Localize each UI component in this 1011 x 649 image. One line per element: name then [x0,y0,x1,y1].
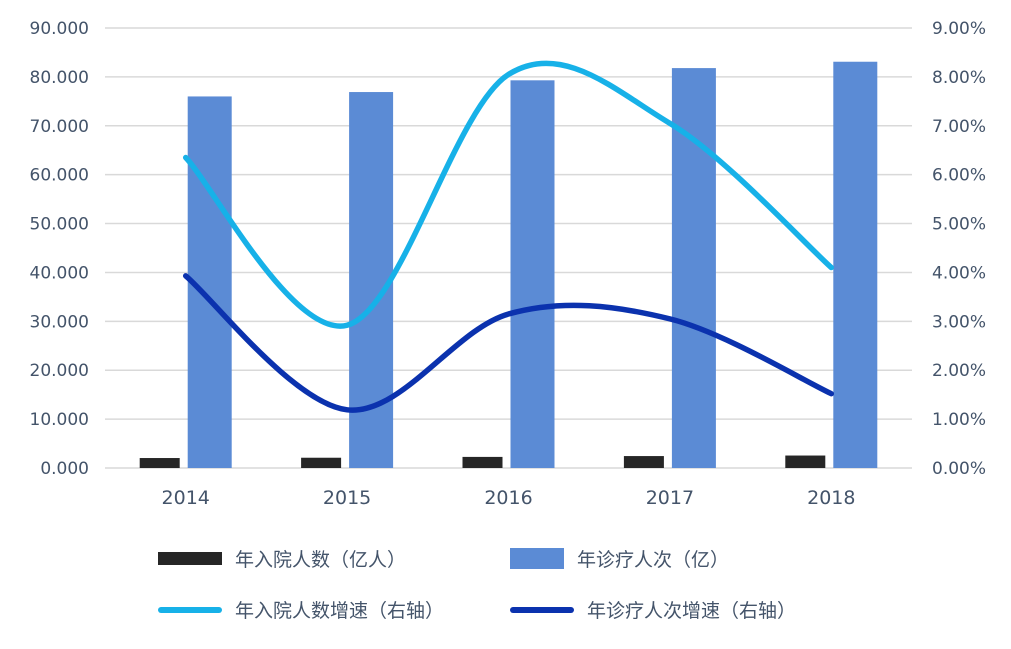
right-axis-tick: 7.00% [932,117,986,137]
bar-swatch-admissions [158,552,222,565]
right-axis-tick: 4.00% [932,263,986,283]
right-axis-tick: 0.00% [932,459,986,479]
line-series-1 [182,273,835,413]
combo-chart-plot: 0.000 0.00% 10.000 1.00% 20.000 2.00% 30.000 3.… [30,19,987,509]
bar-swatch-visits [510,548,564,569]
legend-item-admissions: 年入院人数（亿人） [158,545,510,572]
right-axis-tick: 2.00% [932,361,986,381]
bar [833,61,878,468]
bar [301,457,342,468]
left-axis-tick: 80.000 [30,68,89,88]
legend-label-admissions: 年入院人数（亿人） [235,549,407,571]
chart-legend: 年入院人数（亿人） 年诊疗人次（亿） 年入院人数增速（右轴） 年诊疗人次增速（右… [158,545,796,623]
x-axis-label: 2015 [323,487,371,509]
right-axis-tick: 8.00% [932,68,986,88]
bar [671,68,716,468]
bar [462,456,503,468]
left-axis-tick: 60.000 [30,166,89,186]
line-series-0 [182,60,835,329]
bar [139,458,180,468]
right-axis-tick: 5.00% [932,215,986,235]
left-axis-tick: 50.000 [30,215,89,235]
bar [785,455,826,468]
legend-item-admissions-growth: 年入院人数增速（右轴） [158,596,510,623]
bar [623,456,664,468]
left-axis-tick: 70.000 [30,117,89,137]
right-axis-tick: 9.00% [932,19,986,39]
right-axis-tick: 6.00% [932,166,986,186]
line-swatch-visits-growth [510,606,574,613]
left-axis-tick: 90.000 [30,19,89,39]
right-axis-tick: 3.00% [932,312,986,332]
left-axis-tick: 0.000 [40,459,89,479]
x-axis-label: 2018 [807,487,855,509]
legend-item-visits-growth: 年诊疗人次增速（右轴） [510,596,796,623]
bar-series-0 [139,455,826,468]
axis-tick-labels: 0.000 0.00% 10.000 1.00% 20.000 2.00% 30.000 3.… [30,19,987,479]
left-axis-tick: 10.000 [30,410,89,430]
left-axis-tick: 20.000 [30,361,89,381]
bar [510,80,555,469]
legend-label-admissions-growth: 年入院人数增速（右轴） [235,600,445,622]
x-axis-label: 2017 [646,487,694,509]
legend-label-visits: 年诊疗人次（亿） [577,549,730,571]
x-axis-label: 2014 [162,487,210,509]
left-axis-tick: 30.000 [30,312,89,332]
legend-item-visits: 年诊疗人次（亿） [510,545,796,572]
right-axis-tick: 1.00% [932,410,986,430]
left-axis-tick: 40.000 [30,263,89,283]
bar-series-1 [187,61,878,469]
x-axis-labels: 2014 2015 2016 2017 2018 [162,487,856,509]
legend-label-visits-growth: 年诊疗人次增速（右轴） [587,600,797,622]
line-swatch-admissions-growth [158,606,222,613]
x-axis-label: 2016 [484,487,532,509]
